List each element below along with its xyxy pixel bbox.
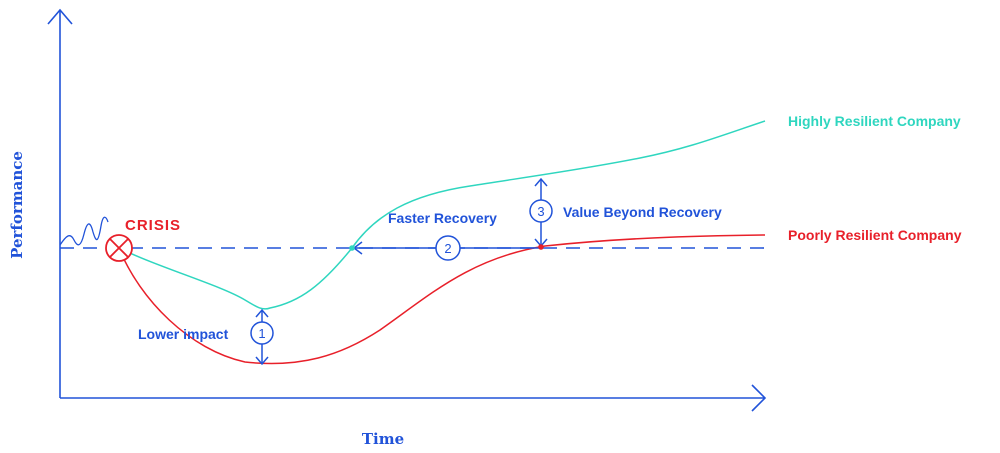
red-crossing-dot	[538, 244, 544, 250]
crisis-label: CRISIS	[125, 217, 181, 234]
impact-arrowhead-bottom	[255, 356, 269, 366]
faster-recovery-label: Faster Recovery	[388, 210, 497, 226]
annotation-faster-recovery: 2 Faster Recovery	[352, 210, 540, 261]
poorly-resilient-curve	[118, 234, 766, 365]
highly-resilient-label: Highly Resilient Company	[788, 113, 961, 129]
number-badge-3-text: 3	[537, 204, 544, 219]
teal-crossing-dot	[349, 245, 355, 251]
annotation-value-beyond-recovery: 3 Value Beyond Recovery	[529, 177, 722, 248]
annotation-lower-impact: 1 Lower impact	[138, 308, 274, 366]
number-badge-1-text: 1	[258, 326, 265, 341]
poorly-resilient-label: Poorly Resilient Company	[788, 227, 962, 243]
crisis-marker	[105, 234, 133, 262]
number-badge-1	[250, 321, 274, 345]
crisis-x-stroke-2	[109, 238, 129, 258]
number-badge-3	[529, 199, 553, 223]
x-axis-arrowhead	[751, 384, 767, 412]
number-badge-2	[435, 235, 461, 261]
highly-resilient-curve	[118, 120, 766, 310]
impact-arrowhead-top	[255, 308, 269, 318]
axes	[47, 8, 767, 412]
value-beyond-recovery-label: Value Beyond Recovery	[563, 204, 722, 220]
y-axis-label: Performance	[8, 151, 26, 259]
lower-impact-label: Lower impact	[138, 326, 229, 342]
y-axis-arrowhead	[47, 8, 73, 25]
value-arrowhead-top	[534, 177, 548, 187]
x-axis-label: Time	[362, 430, 404, 448]
number-badge-2-text: 2	[444, 241, 451, 256]
pre-crisis-wiggle	[59, 216, 109, 246]
